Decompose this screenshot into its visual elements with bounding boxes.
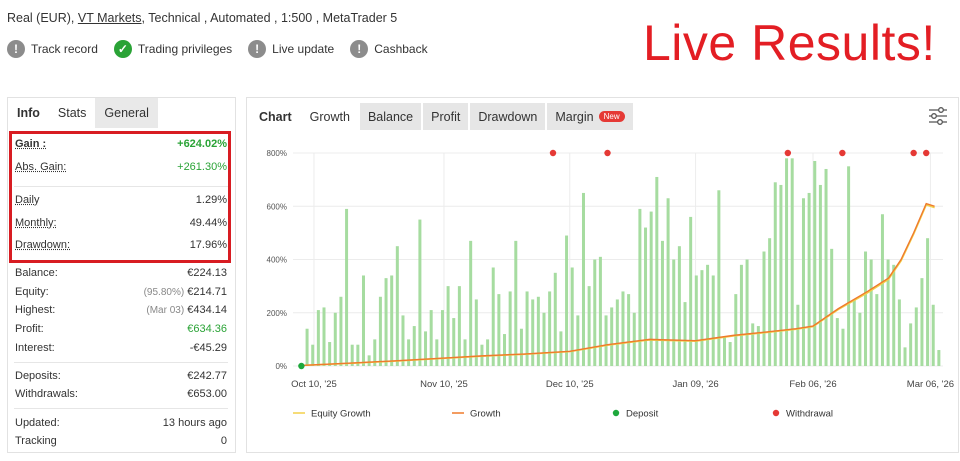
info-icon: ! xyxy=(7,40,25,58)
account-meta: Real (EUR), VT Markets, Technical , Auto… xyxy=(7,11,397,25)
tab-balance[interactable]: Balance xyxy=(359,103,422,130)
updated-label: Updated: xyxy=(15,417,60,429)
highlight-box xyxy=(9,131,231,263)
balance-value: €224.13 xyxy=(187,267,227,279)
badge-cashback[interactable]: ! Cashback xyxy=(350,40,428,58)
daily-label[interactable]: Daily xyxy=(15,194,40,206)
gain-value: +624.02% xyxy=(177,138,227,150)
drawdown-value: 17.96% xyxy=(189,239,227,251)
account-details: , Technical , Automated , 1:500 , MetaTr… xyxy=(141,11,398,25)
tab-drawdown[interactable]: Drawdown xyxy=(470,103,546,130)
tracking-label: Tracking xyxy=(15,435,57,447)
divider xyxy=(14,408,228,409)
tab-margin-label: Margin xyxy=(555,109,594,124)
equity-value: €214.71 xyxy=(187,286,227,298)
info-icon: ! xyxy=(350,40,369,58)
interest-label: Interest: xyxy=(15,342,55,354)
badge-label: Cashback xyxy=(374,42,428,56)
badge-label: Trading privileges xyxy=(137,42,233,56)
tab-profit[interactable]: Profit xyxy=(423,103,469,130)
monthly-label[interactable]: Monthly: xyxy=(15,217,57,229)
account-type: Real (EUR), xyxy=(7,11,75,25)
chart-tabs: Chart Growth Balance Profit Drawdown Mar… xyxy=(253,103,635,130)
divider xyxy=(14,362,228,363)
badge-track-record[interactable]: ! Track record xyxy=(7,40,98,58)
highest-label: Highest: xyxy=(15,304,56,316)
equity-label: Equity: xyxy=(15,286,49,298)
badge-row: ! Track record ✓ Trading privileges ! Li… xyxy=(7,40,444,58)
drawdown-label[interactable]: Drawdown: xyxy=(15,239,71,251)
badge-live-update[interactable]: ! Live update xyxy=(248,40,334,58)
profit-value: €634.36 xyxy=(187,323,227,335)
daily-value: 1.29% xyxy=(195,194,227,206)
abs-gain-label[interactable]: Abs. Gain: xyxy=(15,161,67,173)
withdrawals-value: €653.00 xyxy=(187,388,227,400)
equity-sub: (95.80%) xyxy=(143,287,185,298)
chart-settings-icon[interactable] xyxy=(928,107,948,128)
chart-label: Chart xyxy=(259,109,292,124)
highest-value: €434.14 xyxy=(187,304,227,316)
tab-growth[interactable]: Growth xyxy=(309,109,350,124)
tracking-value: 0 xyxy=(220,435,227,447)
stats-tabs: Info Stats General xyxy=(8,98,235,128)
abs-gain-value: +261.30% xyxy=(177,161,227,173)
tab-stats[interactable]: Stats xyxy=(57,106,87,120)
withdrawals-label: Withdrawals: xyxy=(15,388,78,400)
deposits-value: €242.77 xyxy=(187,370,227,382)
divider xyxy=(14,186,228,187)
badge-label: Track record xyxy=(31,42,98,56)
tab-info[interactable]: Info xyxy=(17,106,40,120)
gain-label[interactable]: Gain : xyxy=(15,138,47,150)
live-results-banner: Live Results! xyxy=(643,15,936,71)
stats-panel: Info Stats General Gain : +624.02% Abs. … xyxy=(7,97,236,453)
check-icon: ✓ xyxy=(113,40,132,58)
badge-trading-privileges[interactable]: ✓ Trading privileges xyxy=(113,40,233,58)
info-icon: ! xyxy=(248,40,267,58)
profit-label: Profit: xyxy=(15,323,44,335)
balance-label: Balance: xyxy=(15,267,58,279)
interest-value: -€45.29 xyxy=(189,342,227,354)
badge-label: Live update xyxy=(272,42,335,56)
broker-link[interactable]: VT Markets xyxy=(77,11,142,25)
new-badge: New xyxy=(598,111,625,122)
tab-margin[interactable]: Margin New xyxy=(547,103,633,130)
updated-value: 13 hours ago xyxy=(162,417,227,429)
deposits-label: Deposits: xyxy=(15,370,61,382)
monthly-value: 49.44% xyxy=(189,217,227,229)
tab-general[interactable]: General xyxy=(95,98,158,128)
chart-panel: Chart Growth Balance Profit Drawdown Mar… xyxy=(246,97,959,453)
highest-sub: (Mar 03) xyxy=(146,305,185,316)
